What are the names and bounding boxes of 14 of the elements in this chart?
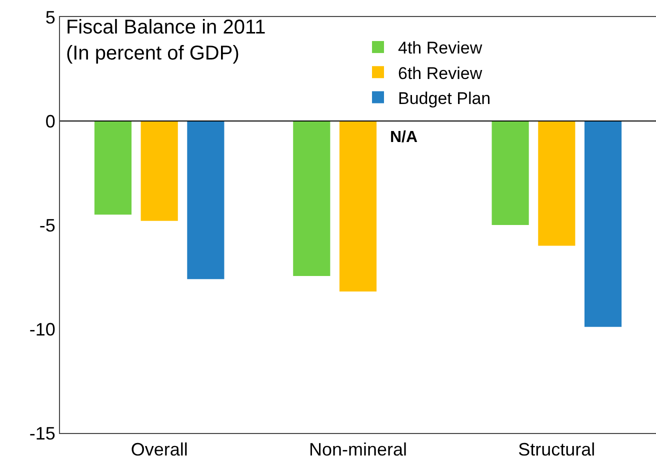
legend-label: 6th Review — [398, 64, 483, 83]
y-tick-label: -15 — [29, 423, 56, 444]
annotation: N/A — [390, 129, 418, 146]
y-tick-label: -10 — [29, 319, 56, 340]
legend-label: 4th Review — [398, 38, 483, 58]
y-tick-label: 5 — [45, 7, 56, 28]
chart-title: Fiscal Balance in 2011 — [66, 16, 266, 39]
y-tick-label: -5 — [39, 215, 56, 236]
legend-label: Budget Plan — [398, 88, 491, 108]
x-tick-label: Structural — [518, 440, 596, 460]
x-tick-label: Non-mineral — [308, 440, 408, 460]
x-tick-label: Overall — [130, 440, 188, 460]
y-tick-label: 0 — [45, 111, 56, 132]
text: (In percent of GDP) — [66, 42, 240, 65]
